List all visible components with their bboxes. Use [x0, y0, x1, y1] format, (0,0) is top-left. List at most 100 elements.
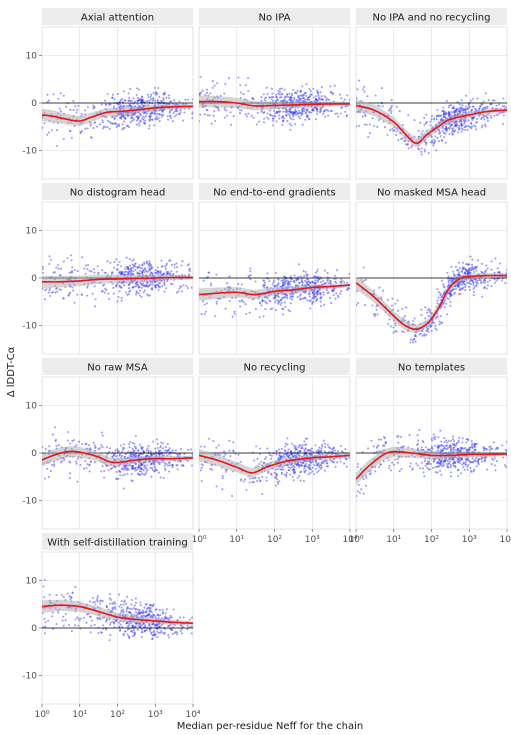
scatter-point	[493, 457, 496, 460]
scatter-point	[281, 466, 284, 469]
scatter-point	[456, 269, 460, 272]
trend-line	[199, 284, 350, 296]
scatter-point	[135, 291, 138, 294]
scatter-point	[215, 302, 218, 305]
scatter-point	[137, 88, 141, 91]
scatter-point	[191, 453, 193, 456]
scatter-point	[361, 115, 364, 118]
scatter-point	[244, 84, 247, 87]
panel-strip	[42, 8, 193, 25]
scatter-point	[53, 463, 56, 466]
scatter-point	[454, 448, 457, 452]
scatter-point	[117, 271, 121, 274]
scatter-point	[294, 445, 297, 448]
scatter-point	[322, 462, 325, 465]
scatter-point	[487, 99, 490, 102]
scatter-point	[339, 460, 342, 463]
scatter-point	[464, 447, 467, 450]
scatter-point	[55, 266, 58, 269]
scatter-point	[130, 270, 133, 273]
scatter-point	[494, 448, 497, 451]
scatter-point	[239, 84, 242, 87]
scatter-point	[453, 107, 456, 110]
scatter-point	[130, 114, 133, 117]
scatter-point	[429, 124, 432, 127]
scatter-point	[333, 461, 336, 464]
scatter-point	[485, 468, 489, 471]
scatter-point	[457, 293, 460, 296]
scatter-point	[136, 115, 139, 118]
scatter-point	[120, 299, 123, 302]
scatter-point	[333, 84, 336, 87]
scatter-point	[205, 302, 208, 305]
scatter-point	[269, 114, 272, 117]
scatter-point	[129, 116, 132, 119]
scatter-point	[55, 129, 59, 132]
scatter-point	[154, 285, 157, 288]
scatter-point	[466, 128, 469, 132]
scatter-point	[199, 445, 202, 448]
scatter-point	[449, 475, 453, 478]
scatter-point	[87, 263, 90, 267]
scatter-point	[179, 109, 182, 112]
scatter-point	[270, 98, 273, 101]
scatter-point	[51, 291, 55, 294]
scatter-point	[312, 291, 315, 294]
scatter-point	[209, 92, 212, 95]
scatter-point	[339, 112, 342, 115]
scatter-point	[329, 280, 332, 283]
scatter-point	[458, 461, 461, 464]
scatter-point	[391, 304, 394, 307]
scatter-point	[457, 474, 460, 478]
scatter-point	[177, 112, 180, 115]
scatter-point	[260, 96, 263, 99]
scatter-point	[132, 273, 135, 276]
scatter-point	[279, 110, 282, 113]
scatter-point	[473, 124, 476, 127]
scatter-point	[431, 141, 434, 144]
scatter-point	[404, 314, 407, 318]
scatter-point	[395, 130, 398, 133]
scatter-point	[141, 446, 144, 449]
scatter-point	[164, 449, 167, 452]
scatter-point	[150, 475, 153, 478]
scatter-point	[49, 470, 52, 473]
scatter-point	[136, 468, 139, 471]
scatter-point	[211, 80, 214, 83]
scatter-point	[454, 287, 458, 290]
scatter-point	[469, 460, 472, 463]
scatter-point	[134, 268, 137, 271]
scatter-point	[314, 118, 318, 121]
scatter-point	[162, 98, 165, 101]
scatter-point	[297, 275, 300, 279]
scatter-point	[157, 273, 160, 276]
scatter-point	[261, 492, 264, 496]
scatter-point	[112, 286, 115, 289]
scatter-point	[409, 462, 412, 465]
scatter-point	[346, 94, 349, 97]
scatter-point	[137, 122, 141, 125]
scatter-point	[287, 465, 290, 469]
scatter-point	[202, 464, 205, 467]
scatter-point	[115, 284, 118, 287]
scatter-point	[230, 494, 234, 498]
scatter-point	[446, 285, 449, 288]
scatter-point	[206, 114, 209, 117]
scatter-point	[80, 443, 84, 446]
scatter-point	[387, 467, 390, 470]
scatter-point	[438, 323, 441, 326]
scatter-point	[316, 268, 319, 271]
scatter-point	[240, 283, 243, 286]
scatter-point	[475, 121, 478, 124]
scatter-point	[151, 288, 154, 291]
scatter-point	[117, 103, 120, 106]
x-tick-label: 10⁴	[342, 535, 357, 545]
scatter-point	[328, 98, 331, 101]
scatter-point	[244, 303, 247, 306]
scatter-point	[126, 467, 129, 470]
scatter-point	[177, 453, 180, 456]
scatter-point	[493, 114, 496, 117]
scatter-point	[340, 450, 343, 453]
scatter-point	[418, 333, 421, 336]
scatter-point	[127, 270, 130, 273]
